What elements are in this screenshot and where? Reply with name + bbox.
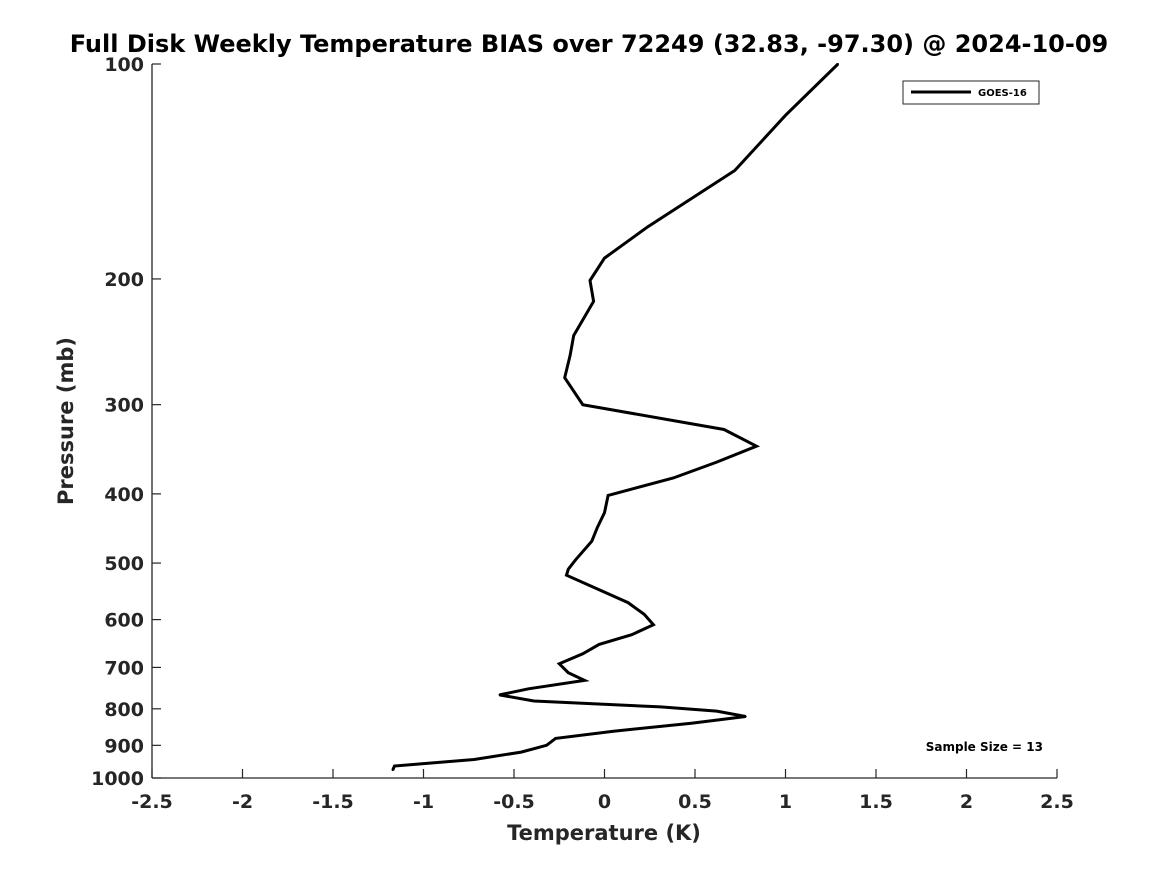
y-tick-label: 700 xyxy=(104,657,144,679)
data-point xyxy=(659,705,662,708)
y-tick-label: 200 xyxy=(104,269,144,291)
data-point xyxy=(393,765,396,767)
x-tick-label: 1 xyxy=(779,791,792,813)
data-point xyxy=(569,354,572,357)
y-tick-label: 1000 xyxy=(91,768,144,790)
chart-title: Full Disk Weekly Temperature BIAS over 7… xyxy=(70,30,1109,58)
data-point xyxy=(672,477,675,479)
data-point xyxy=(567,568,570,571)
x-tick-label: -0.5 xyxy=(493,791,535,813)
x-axis-ticks: -2.5 -2 -1.5 -1 -0.5 0 0.5 1 1.5 2 2.5 xyxy=(131,769,1074,813)
data-point xyxy=(581,652,584,655)
data-point xyxy=(646,225,649,228)
data-point xyxy=(565,574,568,577)
x-tick-label: 2.5 xyxy=(1040,791,1074,813)
data-point xyxy=(837,63,839,65)
data-point xyxy=(755,445,758,448)
sample-size-annotation: Sample Size = 13 xyxy=(926,740,1043,754)
data-point xyxy=(723,428,725,431)
y-tick-label: 100 xyxy=(104,54,144,76)
data-point xyxy=(643,613,646,616)
y-axis-label: Pressure (mb) xyxy=(54,337,78,505)
y-tick-label: 900 xyxy=(104,735,144,757)
data-point xyxy=(596,526,599,529)
legend-entry-label: GOES-16 xyxy=(978,88,1027,99)
x-tick-label: -2.5 xyxy=(131,791,173,813)
data-point xyxy=(715,461,718,464)
legend: GOES-16 xyxy=(902,80,1040,105)
data-point xyxy=(744,715,747,718)
y-tick-label: 400 xyxy=(104,484,144,506)
data-point xyxy=(567,671,570,674)
data-point xyxy=(498,693,501,696)
data-point xyxy=(574,558,577,561)
x-tick-label: -1.5 xyxy=(312,791,354,813)
data-point xyxy=(581,403,584,406)
data-point xyxy=(590,540,593,543)
data-point xyxy=(563,376,566,379)
data-point xyxy=(473,758,476,761)
y-tick-label: 600 xyxy=(104,610,144,632)
y-tick-label: 800 xyxy=(104,699,144,721)
series-layer xyxy=(391,62,840,772)
y-axis-ticks: 100 200 300 400 500 600 700 800 900 1000 xyxy=(91,54,161,790)
x-tick-label: 0.5 xyxy=(678,791,712,813)
data-point xyxy=(554,737,557,740)
data-point xyxy=(652,623,655,626)
data-point xyxy=(715,710,718,713)
y-tick-label: 500 xyxy=(104,553,144,575)
data-point xyxy=(627,601,629,604)
data-point xyxy=(592,300,595,303)
data-point xyxy=(612,730,615,733)
x-tick-label: -1 xyxy=(413,791,434,813)
series-line-0 xyxy=(391,62,840,771)
data-point xyxy=(598,643,601,646)
x-axis-label: Temperature (K) xyxy=(507,821,701,845)
data-point xyxy=(603,257,606,260)
data-point xyxy=(607,494,610,497)
y-tick-label: 300 xyxy=(104,395,144,417)
data-point xyxy=(603,511,606,514)
data-point xyxy=(690,722,693,725)
data-point xyxy=(583,679,586,682)
x-tick-label: 0 xyxy=(598,791,611,813)
data-point xyxy=(520,751,523,754)
data-point xyxy=(532,700,535,702)
x-tick-label: 1.5 xyxy=(859,791,893,813)
data-point xyxy=(391,769,394,772)
data-point xyxy=(527,687,530,690)
x-tick-label: 2 xyxy=(960,791,973,813)
data-point xyxy=(784,114,787,117)
data-point xyxy=(558,662,561,665)
x-tick-label: -2 xyxy=(232,791,253,813)
data-point xyxy=(733,169,736,172)
data-point xyxy=(630,633,633,636)
data-point xyxy=(589,279,591,282)
data-point xyxy=(572,334,575,337)
data-point xyxy=(545,744,548,747)
